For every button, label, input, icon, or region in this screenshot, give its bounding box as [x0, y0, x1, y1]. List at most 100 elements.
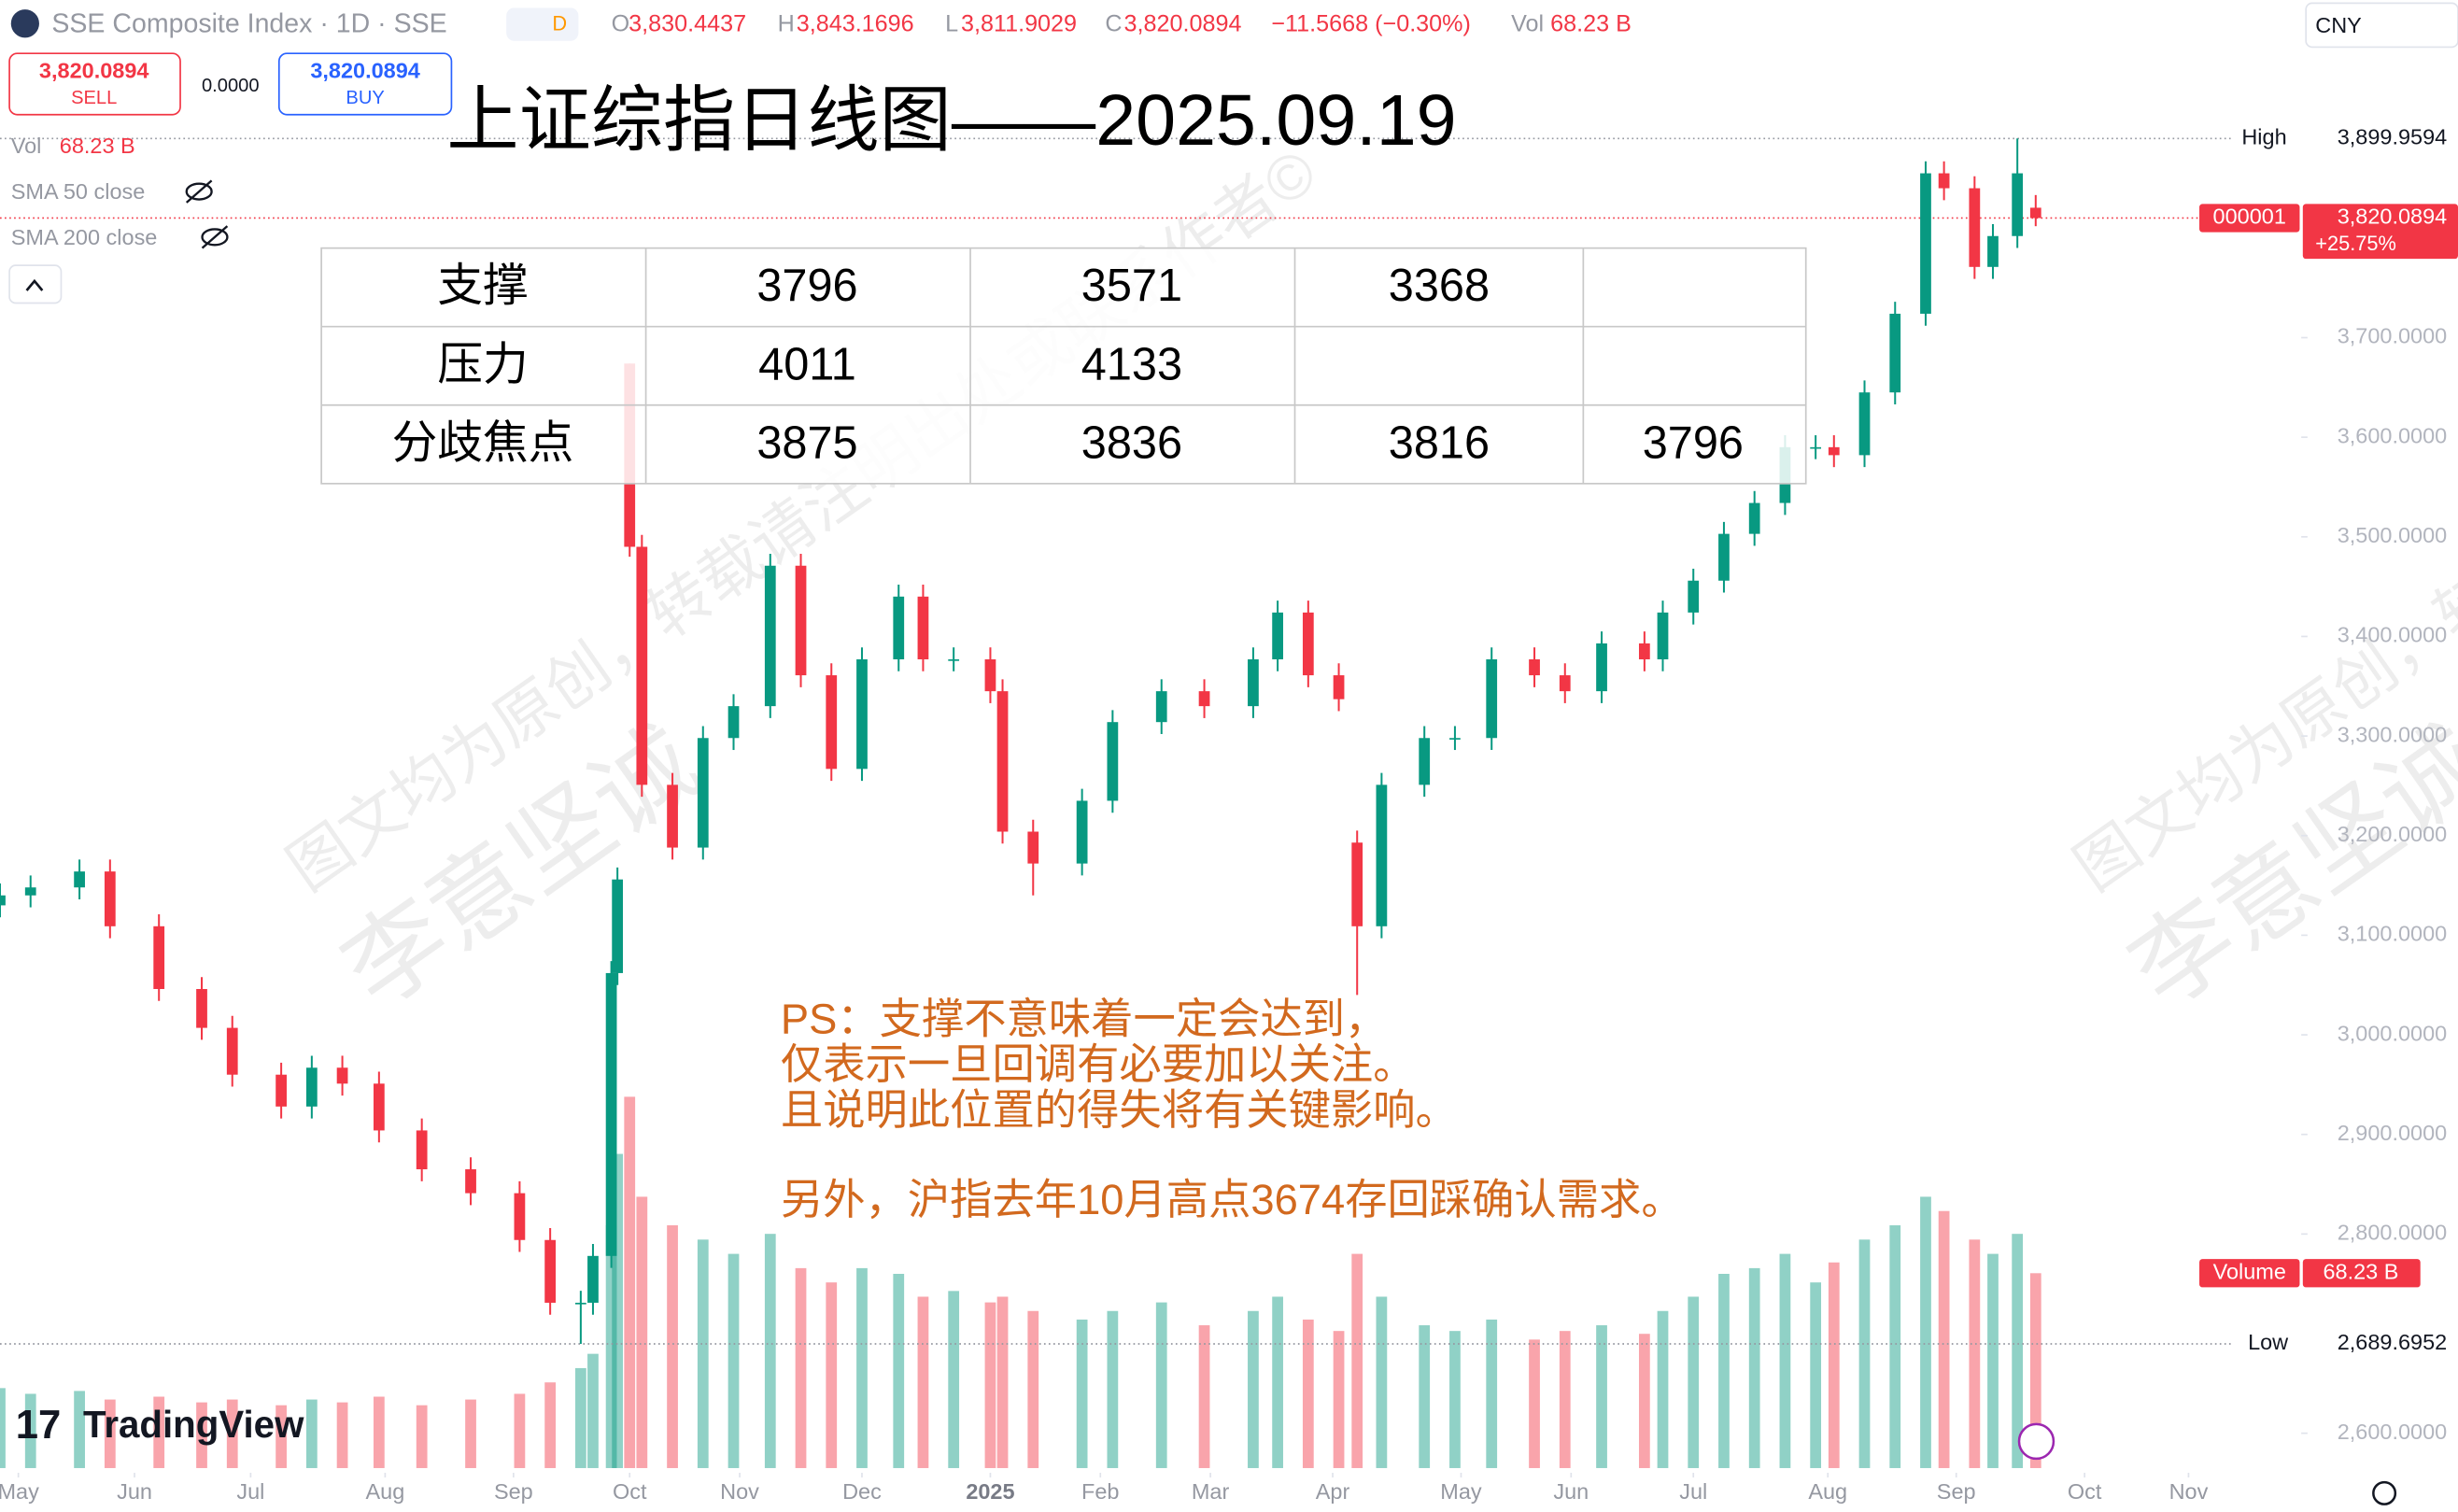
candle-body [667, 784, 678, 848]
candle-body [514, 1193, 526, 1240]
volume-bar [893, 1274, 905, 1468]
volume-bar [1333, 1331, 1345, 1468]
settings-icon[interactable] [2372, 1480, 2397, 1505]
x-tick-label: Feb [1081, 1479, 1119, 1504]
volume-bar [1529, 1339, 1540, 1468]
volume-bar [24, 1393, 36, 1468]
badge[interactable] [506, 7, 579, 41]
visibility-icons[interactable] [185, 179, 229, 249]
volume-bar [1889, 1225, 1901, 1468]
volume-bar [1920, 1196, 1931, 1468]
candle-body [1486, 658, 1498, 739]
candle-body [826, 675, 838, 770]
collapse-button[interactable] [8, 264, 63, 304]
candle-body [1810, 446, 1822, 449]
volume-bar [856, 1267, 868, 1468]
ohlc-key: O [612, 11, 630, 37]
candle-body [1858, 392, 1871, 456]
candle-body [1076, 800, 1088, 864]
volume-bar [153, 1396, 165, 1468]
volume-bar [226, 1399, 238, 1468]
last-box [2302, 204, 2458, 260]
x-tick-label: Jul [1679, 1479, 1707, 1504]
symbol: SSE Composite Index · 1D · SSE [51, 8, 446, 38]
candle-body [1333, 675, 1345, 699]
volume-bar [2012, 1234, 2024, 1468]
x-tick-label: Oct [613, 1479, 647, 1504]
annotation: 且说明此位置的得失将有关键影响。 [781, 1086, 1458, 1134]
buy-label: BUY [346, 88, 384, 108]
high-box [2233, 124, 2458, 153]
x-tick-label: Aug [365, 1479, 404, 1504]
candle-body [1638, 643, 1650, 659]
x-tick-label: Aug [1808, 1479, 1847, 1504]
candle-body [1559, 675, 1571, 692]
candle-body [2012, 173, 2024, 236]
annotation-block: PS：支撑不意味着一定会达到， 仅表示一旦回调有必要加以关注。 且说明此位置的得… [781, 995, 1684, 1222]
volume-bar [0, 1388, 6, 1468]
volume-value: 68.23 B [2323, 1259, 2398, 1283]
alert-icon[interactable] [2017, 1422, 2055, 1461]
volume-bar [373, 1396, 385, 1468]
high-label: High [2241, 124, 2286, 148]
x-tick-label: Sep [494, 1479, 533, 1504]
indicator-name: SMA 200 close [11, 225, 158, 249]
candle-body [305, 1067, 318, 1107]
volume-bar [1858, 1239, 1871, 1468]
table-cell: 3836 [1081, 417, 1182, 468]
ohlc-key: L [945, 11, 958, 37]
y-tick-label: 3,400.0000 [2338, 623, 2448, 647]
volume-bar [104, 1399, 116, 1468]
y-tick-label: 3,300.0000 [2338, 722, 2448, 746]
table-cell: 压力 [437, 339, 528, 389]
spread: 0.0000 [202, 76, 260, 96]
ohlc-value: 3,830.4437 [629, 11, 746, 37]
y-tick-label: 2,600.0000 [2338, 1420, 2448, 1444]
annotation: PS：支撑不意味着一定会达到， [781, 995, 1387, 1042]
currency-button[interactable] [2305, 2, 2458, 49]
candle-body [636, 546, 648, 785]
volume-bar [996, 1296, 1009, 1468]
candle-body [1596, 643, 1607, 692]
volume-bar [1688, 1296, 1700, 1468]
ohlc-value: 3,820.0894 [1124, 11, 1242, 37]
volume-bar [544, 1382, 557, 1468]
volume-bar [1596, 1325, 1607, 1468]
candle-body [996, 691, 1009, 832]
sell-button[interactable] [8, 52, 181, 116]
last-change: +25.75% [2315, 232, 2396, 255]
y-tick-label: 2,800.0000 [2338, 1221, 2448, 1245]
ohlc-value: 3,811.9029 [961, 11, 1077, 37]
ohlc-key: H [778, 11, 795, 37]
candle-body [373, 1083, 385, 1131]
volume-bar [984, 1302, 996, 1468]
candle-body [1718, 533, 1730, 581]
volume-bar [917, 1296, 929, 1468]
candle-body [226, 1027, 238, 1075]
interval-badge: D [552, 12, 567, 35]
buy-button[interactable] [277, 52, 453, 116]
low-value: 2,689.6952 [2338, 1330, 2448, 1354]
title: 上证综指日线图——2025.09.19 [446, 80, 1456, 161]
candle-body [1688, 580, 1700, 613]
volume-value-box [2302, 1259, 2421, 1288]
x-tick-label: 2025 [966, 1479, 1014, 1504]
volume-bar [2029, 1273, 2041, 1468]
x-tick-label: Dec [842, 1479, 882, 1504]
x-tick-label: Jun [117, 1479, 152, 1504]
candle-body [1198, 691, 1210, 707]
candle-body [948, 658, 960, 661]
volume-bar [605, 1225, 617, 1468]
candle-body [764, 565, 776, 707]
change: −11.5668 (−0.30%) [1271, 11, 1471, 37]
volume-bar [1657, 1310, 1669, 1468]
volume-bar [1302, 1319, 1314, 1468]
candle-body [574, 1302, 586, 1305]
logo-mark: 17 [16, 1402, 62, 1448]
levels-table: 支撑 3796 3571 3368 压力 4011 4133 分歧焦点 3875 3836 3816… [320, 247, 1807, 485]
table-cell: 3368 [1389, 261, 1490, 311]
symbol-icon [10, 9, 39, 38]
x-tick-label: Sep [1937, 1479, 1976, 1504]
volume-bar [1076, 1319, 1088, 1468]
candle-body [1302, 612, 1314, 676]
